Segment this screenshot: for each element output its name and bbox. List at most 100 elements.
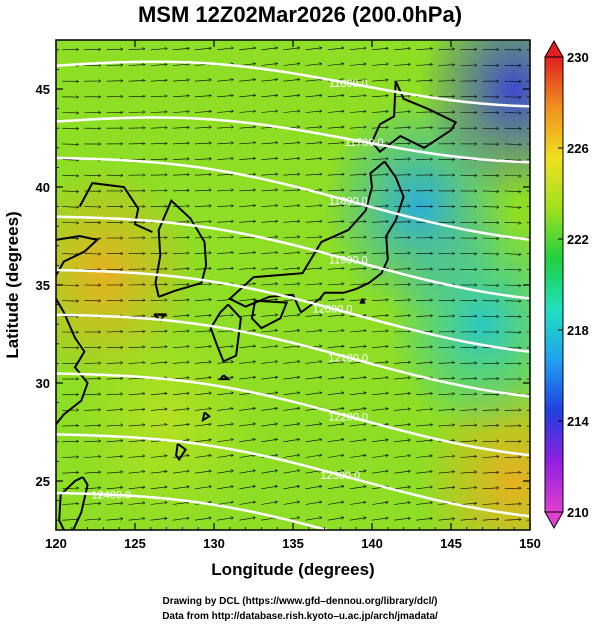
wind-vector xyxy=(84,425,100,426)
wind-vector xyxy=(150,425,167,427)
wind-vector xyxy=(261,79,277,82)
wind-vector xyxy=(327,158,344,159)
wind-vector xyxy=(327,64,344,66)
colorbar-tick-label: 218 xyxy=(567,323,589,338)
x-axis-ticks: 120 125 130 135 140 145 150 xyxy=(45,40,541,551)
wind-vector xyxy=(349,518,366,521)
wind-vector xyxy=(349,159,366,160)
wind-vector xyxy=(150,362,167,363)
wind-vector xyxy=(460,378,477,379)
wind-vector xyxy=(62,285,78,286)
wind-vector xyxy=(84,488,100,489)
wind-vector xyxy=(283,158,300,159)
wind-vector xyxy=(239,424,255,427)
wind-vector xyxy=(150,128,167,129)
wind-vector xyxy=(327,346,344,348)
wind-vector xyxy=(194,237,211,238)
wind-vector xyxy=(172,300,189,301)
wind-vector xyxy=(371,362,388,364)
wind-vector xyxy=(416,347,432,348)
wind-vector xyxy=(283,143,300,144)
wind-vector xyxy=(327,486,344,490)
wind-vector xyxy=(349,486,366,490)
wind-vector xyxy=(150,503,167,505)
wind-vector xyxy=(371,471,388,474)
wind-vector xyxy=(261,439,277,443)
wind-vector xyxy=(438,96,454,97)
wind-vector xyxy=(438,487,454,490)
wind-vector xyxy=(194,174,211,175)
wind-vector xyxy=(128,331,145,332)
wind-vector xyxy=(62,144,78,145)
wind-vector xyxy=(504,144,521,145)
wind-vector xyxy=(150,64,167,65)
wind-vector xyxy=(106,81,123,82)
wind-vector xyxy=(305,502,322,505)
wind-vector xyxy=(327,237,344,238)
wind-vector xyxy=(504,504,521,505)
y-tick-label: 35 xyxy=(36,278,50,293)
wind-vector xyxy=(460,65,477,66)
height-contour xyxy=(56,215,530,300)
wind-vector xyxy=(62,160,78,161)
wind-vector xyxy=(217,377,233,380)
wind-vector xyxy=(305,439,322,443)
wind-vector xyxy=(504,301,521,302)
wind-vector xyxy=(106,378,123,379)
wind-vector xyxy=(438,409,454,410)
wind-vector xyxy=(283,315,300,317)
wind-vector xyxy=(106,425,123,426)
wind-vector xyxy=(327,190,344,191)
wind-vector xyxy=(394,393,410,396)
wind-vector xyxy=(327,174,344,175)
wind-vector xyxy=(128,503,145,505)
wind-vector xyxy=(283,471,300,474)
wind-vector xyxy=(62,222,78,223)
wind-vector xyxy=(150,112,167,113)
x-axis-label: Longitude (degrees) xyxy=(211,560,374,579)
wind-vector xyxy=(194,331,211,332)
wind-vector xyxy=(283,237,300,238)
wind-vector xyxy=(438,519,454,521)
wind-vector xyxy=(239,377,255,380)
x-tick-label: 145 xyxy=(440,536,462,551)
wind-vector xyxy=(283,284,300,285)
wind-vector xyxy=(283,455,300,458)
wind-vector xyxy=(349,190,366,191)
wind-vector xyxy=(394,362,410,363)
wind-vector xyxy=(194,300,211,301)
wind-vector xyxy=(416,503,432,505)
wind-vector xyxy=(416,49,432,50)
coastline xyxy=(56,234,100,276)
wind-vector xyxy=(371,455,388,458)
plot-area: 11600.0 11700.0 11800.0 11900.0 12000.0 12100… xyxy=(56,40,530,530)
wind-vector xyxy=(305,424,322,427)
wind-vector xyxy=(416,440,432,443)
wind-vector xyxy=(482,457,499,458)
coastline xyxy=(228,160,405,314)
wind-vector xyxy=(150,409,167,411)
wind-vector xyxy=(394,487,410,490)
wind-vector xyxy=(106,472,123,473)
wind-vector xyxy=(84,472,100,473)
wind-vector xyxy=(305,299,322,300)
wind-vector xyxy=(305,330,322,333)
wind-vector xyxy=(305,158,322,159)
contour-label: 12100.0 xyxy=(328,353,368,365)
wind-vector xyxy=(394,159,410,160)
wind-vector xyxy=(283,253,300,254)
wind-vector xyxy=(239,143,255,144)
wind-vector xyxy=(394,331,410,332)
wind-vector xyxy=(394,424,410,427)
wind-vector xyxy=(172,331,189,332)
wind-vector xyxy=(283,439,300,443)
wind-vector xyxy=(150,316,167,317)
wind-vector xyxy=(349,331,366,332)
wind-vector xyxy=(305,284,322,285)
y-axis-ticks: 25 30 35 40 45 xyxy=(36,49,530,521)
wind-vector xyxy=(84,394,100,395)
wind-vector xyxy=(394,347,410,348)
wind-vector xyxy=(194,518,211,521)
wind-vector xyxy=(62,175,78,176)
wind-vector xyxy=(394,502,410,505)
